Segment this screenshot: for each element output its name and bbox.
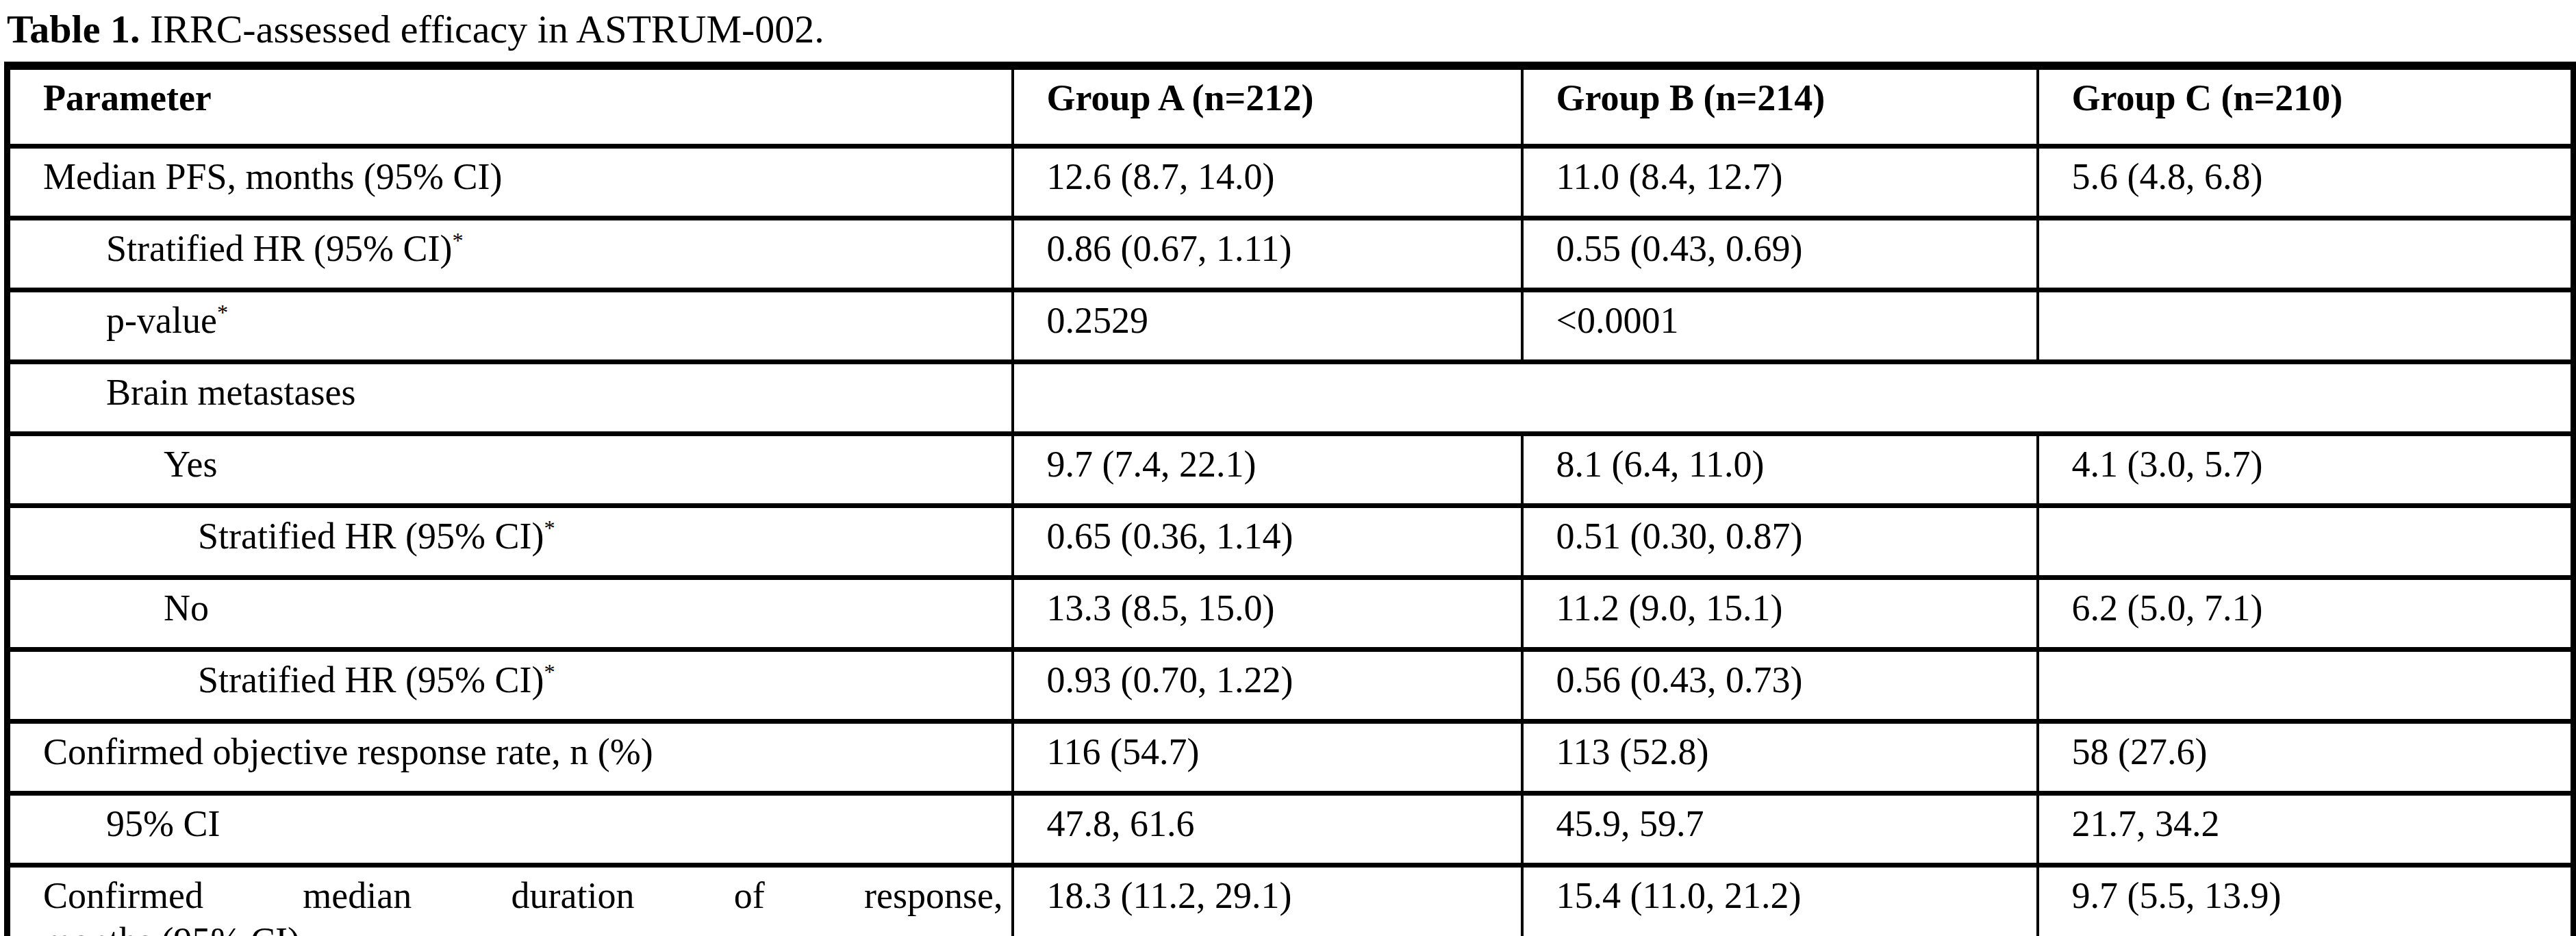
value-cell-group-a: 0.65 (0.36, 1.14) [1013, 506, 1522, 578]
asterisk-superscript: * [544, 659, 555, 684]
row-label-text: Stratified HR (95% CI) [106, 228, 452, 269]
value-cell-group-c [2038, 218, 2574, 290]
value-cell-group-c [2038, 290, 2574, 362]
row-label: p-value* [8, 290, 1013, 362]
value-cell-group-a: 13.3 (8.5, 15.0) [1013, 578, 1522, 650]
row-label-line-2: months (95% CI) [43, 918, 1003, 936]
row-p-value: p-value* 0.2529 <0.0001 [8, 290, 2574, 362]
value-cell-group-a: 0.2529 [1013, 290, 1522, 362]
value-cell-group-c [2038, 650, 2574, 722]
row-label: Stratified HR (95% CI)* [8, 506, 1013, 578]
value-cell-group-b: 0.55 (0.43, 0.69) [1522, 218, 2038, 290]
asterisk-superscript: * [452, 228, 463, 253]
row-duration-of-response: Confirmed median duration of response, m… [8, 865, 2574, 936]
value-cell-group-a: 0.93 (0.70, 1.22) [1013, 650, 1522, 722]
row-objective-response-rate: Confirmed objective response rate, n (%)… [8, 722, 2574, 794]
row-label-line-1: Confirmed median duration of response, [43, 873, 1003, 918]
value-cell-group-b: 45.9, 59.7 [1522, 794, 2038, 865]
row-label: Confirmed median duration of response, m… [8, 865, 1013, 936]
table-title-caption: IRRC-assessed efficacy in ASTRUM-002. [140, 7, 824, 51]
table-title-number: Table 1. [7, 7, 140, 51]
value-cell-group-b: 0.51 (0.30, 0.87) [1522, 506, 2038, 578]
header-cell-parameter: Parameter [8, 66, 1013, 147]
row-label: No [8, 578, 1013, 650]
value-cell-group-c: 5.6 (4.8, 6.8) [2038, 147, 2574, 218]
asterisk-superscript: * [217, 300, 228, 325]
value-cell-group-a: 9.7 (7.4, 22.1) [1013, 434, 1522, 506]
value-cell-group-c: 4.1 (3.0, 5.7) [2038, 434, 2574, 506]
row-label: Brain metastases [8, 362, 1013, 434]
row-brain-mets-yes: Yes 9.7 (7.4, 22.1) 8.1 (6.4, 11.0) 4.1 … [8, 434, 2574, 506]
row-label: Yes [8, 434, 1013, 506]
row-label: 95% CI [8, 794, 1013, 865]
row-stratified-hr-2: Stratified HR (95% CI)* 0.65 (0.36, 1.14… [8, 506, 2574, 578]
value-cell-group-c: 6.2 (5.0, 7.1) [2038, 578, 2574, 650]
value-cell-group-b: 15.4 (11.0, 21.2) [1522, 865, 2038, 936]
efficacy-table: Parameter Group A (n=212) Group B (n=214… [4, 62, 2576, 936]
merged-empty-cell [1013, 362, 2574, 434]
row-label-text: p-value [106, 300, 217, 341]
header-cell-group-b: Group B (n=214) [1522, 66, 2038, 147]
value-cell-group-a: 18.3 (11.2, 29.1) [1013, 865, 1522, 936]
value-cell-group-c: 21.7, 34.2 [2038, 794, 2574, 865]
row-label: Stratified HR (95% CI)* [8, 650, 1013, 722]
value-cell-group-c: 58 (27.6) [2038, 722, 2574, 794]
row-brain-metastases: Brain metastases [8, 362, 2574, 434]
row-label: Median PFS, months (95% CI) [8, 147, 1013, 218]
header-cell-group-a: Group A (n=212) [1013, 66, 1522, 147]
header-cell-group-c: Group C (n=210) [2038, 66, 2574, 147]
value-cell-group-a: 0.86 (0.67, 1.11) [1013, 218, 1522, 290]
header-row: Parameter Group A (n=212) Group B (n=214… [8, 66, 2574, 147]
value-cell-group-b: 0.56 (0.43, 0.73) [1522, 650, 2038, 722]
row-stratified-hr-3: Stratified HR (95% CI)* 0.93 (0.70, 1.22… [8, 650, 2574, 722]
row-label-text: Stratified HR (95% CI) [198, 659, 544, 700]
row-label: Stratified HR (95% CI)* [8, 218, 1013, 290]
table-title: Table 1. IRRC-assessed efficacy in ASTRU… [7, 3, 2576, 56]
row-label-text: Stratified HR (95% CI) [198, 516, 544, 557]
value-cell-group-b: 11.0 (8.4, 12.7) [1522, 147, 2038, 218]
page: Table 1. IRRC-assessed efficacy in ASTRU… [0, 0, 2576, 936]
value-cell-group-a: 47.8, 61.6 [1013, 794, 1522, 865]
value-cell-group-b: 11.2 (9.0, 15.1) [1522, 578, 2038, 650]
asterisk-superscript: * [544, 516, 555, 540]
value-cell-group-c: 9.7 (5.5, 13.9) [2038, 865, 2574, 936]
value-cell-group-a: 12.6 (8.7, 14.0) [1013, 147, 1522, 218]
value-cell-group-b: 8.1 (6.4, 11.0) [1522, 434, 2038, 506]
row-orr-95-ci: 95% CI 47.8, 61.6 45.9, 59.7 21.7, 34.2 [8, 794, 2574, 865]
value-cell-group-c [2038, 506, 2574, 578]
value-cell-group-a: 116 (54.7) [1013, 722, 1522, 794]
value-cell-group-b: <0.0001 [1522, 290, 2038, 362]
row-brain-mets-no: No 13.3 (8.5, 15.0) 11.2 (9.0, 15.1) 6.2… [8, 578, 2574, 650]
row-label: Confirmed objective response rate, n (%) [8, 722, 1013, 794]
row-stratified-hr-1: Stratified HR (95% CI)* 0.86 (0.67, 1.11… [8, 218, 2574, 290]
value-cell-group-b: 113 (52.8) [1522, 722, 2038, 794]
row-median-pfs: Median PFS, months (95% CI) 12.6 (8.7, 1… [8, 147, 2574, 218]
